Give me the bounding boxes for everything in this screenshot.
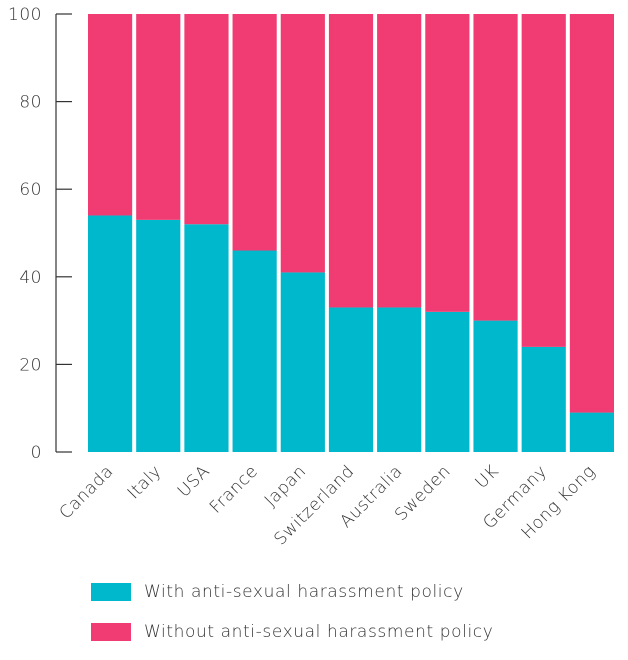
y-tick-label: 60 [19,180,42,200]
y-axis: 0 20 40 60 80 100 [8,5,72,463]
bar-segment-with-policy [425,311,470,452]
legend-item-with-policy: With anti-sexual harassment policy [91,580,493,604]
bar-segment-with-policy [232,250,277,452]
bar-segment-with-policy [328,307,374,452]
bar-segment-without-policy [521,14,566,347]
bar-segment-with-policy [280,272,325,452]
bar-segment-without-policy [232,14,277,251]
bar-segment-without-policy [569,14,614,413]
category-label: UK [472,461,504,493]
y-tick-label: 40 [19,268,42,288]
bar-segment-without-policy [473,14,518,321]
legend: With anti-sexual harassment policy Witho… [91,580,493,660]
category-label: USA [174,461,214,501]
y-tick-label: 100 [8,5,42,25]
y-tick-label: 80 [19,93,42,113]
bar-segment-without-policy [328,14,374,308]
bar-segment-without-policy [280,14,325,273]
legend-swatch-with-policy [91,583,131,601]
category-label: France [206,461,262,517]
bar-segment-with-policy [569,412,614,452]
bar-segment-without-policy [88,14,133,216]
bar-segment-with-policy [521,346,566,452]
bar-segment-without-policy [136,14,181,220]
legend-label-with-policy: With anti-sexual harassment policy [144,582,464,602]
bar-segment-with-policy [136,219,181,452]
legend-swatch-without-policy [91,623,131,641]
bar-segment-without-policy [184,14,229,225]
category-label: Italy [124,461,166,503]
bar-segment-without-policy [425,14,470,312]
bars [88,14,614,452]
bar-segment-without-policy [377,14,422,308]
legend-item-without-policy: Without anti-sexual harassment policy [91,620,493,644]
legend-label-without-policy: Without anti-sexual harassment policy [144,622,494,642]
bar-segment-with-policy [377,307,422,452]
x-axis-labels: Canada Italy USAFranceJapanSwitzerlandAust… [56,461,600,549]
stacked-bar-chart: 0 20 40 60 80 100 Canada Italy USAFranceJapanSw… [8,5,614,550]
bar-segment-with-policy [473,320,518,452]
y-tick-label: 0 [31,443,42,463]
category-label: Canada [56,461,118,523]
bar-segment-with-policy [88,215,133,452]
y-tick-label: 20 [19,355,42,375]
bar-segment-with-policy [184,224,229,452]
